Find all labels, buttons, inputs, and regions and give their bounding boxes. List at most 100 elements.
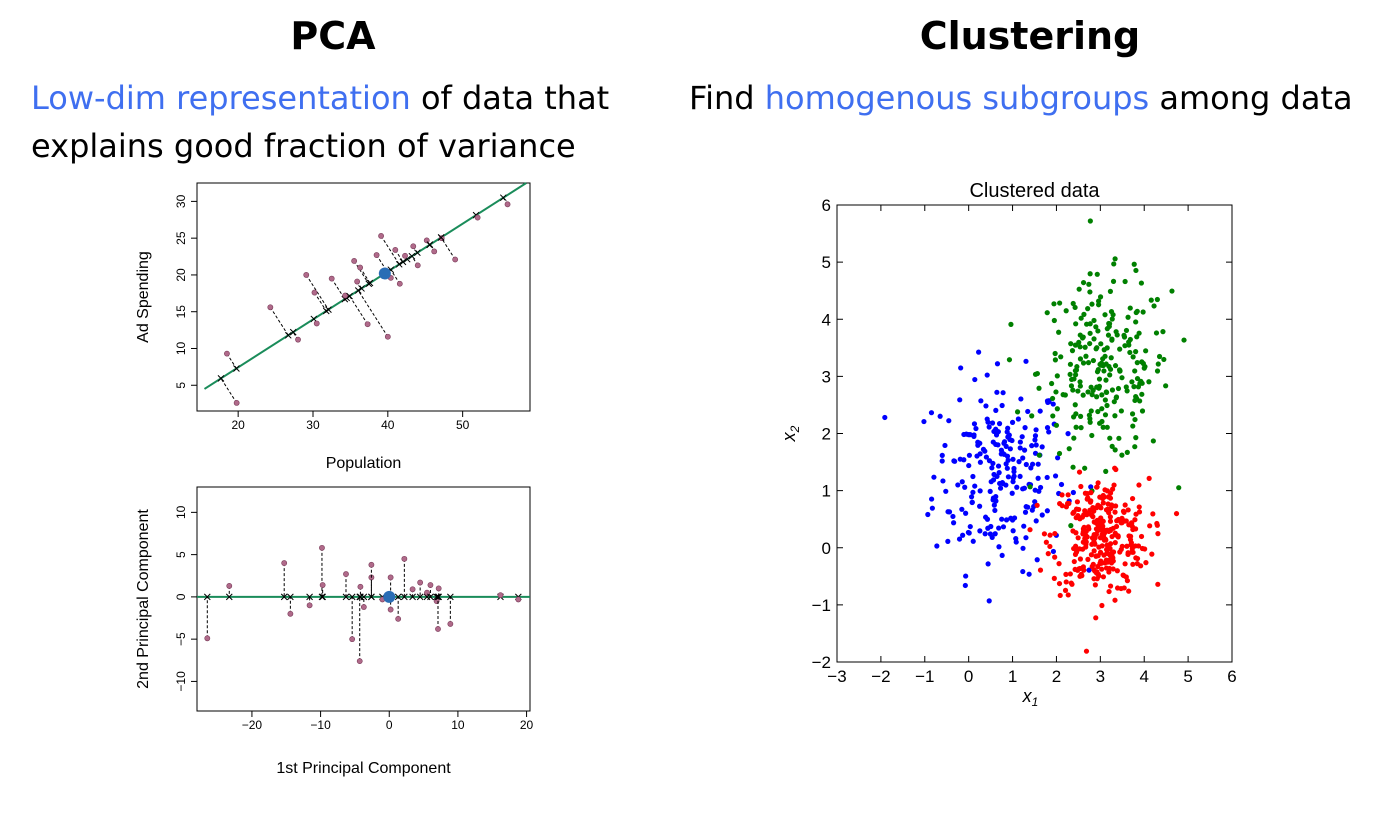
chart1-projection-mark xyxy=(366,279,374,287)
clustering-subtitle-post: among data xyxy=(1149,79,1353,117)
chart3-point-blue xyxy=(999,480,1005,486)
pca-heading: PCA xyxy=(290,14,376,58)
chart3-point-blue xyxy=(977,528,983,534)
chart3-point-green xyxy=(1124,449,1130,455)
chart2-projection-mark xyxy=(203,593,211,601)
chart2-projection-mark xyxy=(400,593,408,601)
chart3-point-green xyxy=(1051,301,1057,307)
chart3-point-blue xyxy=(1020,568,1026,575)
chart3-point-green xyxy=(1093,324,1099,330)
chart3-point-blue xyxy=(967,523,973,530)
chart3-point-green xyxy=(1104,402,1110,409)
chart2-point xyxy=(287,610,294,617)
chart3-point-red xyxy=(1082,536,1088,542)
chart3-point-blue xyxy=(882,414,888,421)
chart3-point-green xyxy=(1139,391,1145,397)
chart2-xtick-label: 0 xyxy=(386,718,393,732)
chart1-xtick-label: 20 xyxy=(231,418,245,432)
chart3-point-blue xyxy=(1033,442,1039,448)
chart3-point-red xyxy=(1108,526,1114,533)
chart3-point-green xyxy=(1044,310,1050,316)
chart3-point-blue xyxy=(1033,427,1039,433)
chart3-point-red xyxy=(1027,527,1033,533)
chart3-point-red xyxy=(1075,535,1081,541)
chart1-point xyxy=(224,350,230,357)
chart3-point-blue xyxy=(977,459,983,465)
chart1-point xyxy=(267,304,274,311)
chart2-xtick-label: 20 xyxy=(520,718,534,732)
chart3-point-green xyxy=(1124,388,1130,394)
chart3-ytick-label: 2 xyxy=(822,425,831,444)
chart3-point-blue xyxy=(974,453,980,459)
chart1-point xyxy=(410,243,417,250)
chart3-point-green xyxy=(1077,344,1083,350)
chart3-point-red xyxy=(1101,527,1107,533)
chart3-point-green xyxy=(1094,345,1100,351)
chart3-xtick-label: −1 xyxy=(915,667,934,686)
chart3-point-red xyxy=(1088,552,1095,558)
chart3-point-red xyxy=(1127,537,1134,543)
chart3-point-green xyxy=(1103,468,1109,474)
chart3-point-blue xyxy=(989,534,995,541)
chart3-point-green xyxy=(1104,424,1110,430)
chart3-point-red xyxy=(1155,581,1161,587)
chart3-point-green xyxy=(1075,388,1081,394)
chart3-point-green xyxy=(1129,411,1136,417)
chart3-point-green xyxy=(1087,289,1093,295)
chart3-point-green xyxy=(1094,394,1100,400)
chart3-point-green xyxy=(1102,397,1108,403)
chart3-ytick-label: 0 xyxy=(822,539,831,558)
chart3-point-blue xyxy=(1008,515,1014,521)
chart2-point xyxy=(357,583,364,590)
chart3-point-red xyxy=(1081,524,1087,530)
chart3-point-green xyxy=(1100,424,1106,430)
chart1-ytick-label: 25 xyxy=(174,231,188,245)
chart1-projection-mark xyxy=(414,249,421,257)
chart3-point-red xyxy=(1081,567,1087,573)
chart3-point-green xyxy=(1095,298,1102,304)
chart3-point-green xyxy=(1077,383,1083,389)
chart3-point-green xyxy=(1119,375,1125,381)
chart3-point-blue xyxy=(966,530,972,536)
chart3-point-red xyxy=(1099,566,1105,572)
chart3-point-blue xyxy=(995,442,1001,448)
chart2-xtick-label: −20 xyxy=(242,718,263,732)
chart3-point-green xyxy=(1087,419,1093,425)
chart3-point-blue xyxy=(994,389,1000,395)
chart3-point-red xyxy=(1107,541,1114,547)
chart3-point-blue xyxy=(989,465,995,471)
chart3-point-red xyxy=(1037,567,1044,573)
chart3-point-blue xyxy=(939,458,945,464)
chart3-point-green xyxy=(1076,286,1082,292)
chart1-point xyxy=(342,292,349,299)
chart3-point-green xyxy=(1137,398,1143,404)
chart3-point-blue xyxy=(929,496,935,502)
chart3-point-blue xyxy=(942,442,948,449)
chart3-point-green xyxy=(1087,321,1093,327)
chart2-point xyxy=(417,579,424,586)
chart3-point-green xyxy=(1071,414,1077,420)
chart1-point xyxy=(431,248,438,255)
chart3-point-blue xyxy=(1000,524,1007,530)
chart2-xtick-label: −10 xyxy=(310,718,331,732)
chart3-point-blue xyxy=(940,478,946,484)
chart3-point-blue xyxy=(999,516,1005,522)
chart3-point-red xyxy=(1100,500,1106,506)
pca-subtitle-line2: explains good fraction of variance xyxy=(31,127,576,165)
chart3-point-red xyxy=(1121,509,1127,515)
chart3-point-green xyxy=(1103,361,1109,367)
chart3-point-red xyxy=(1093,526,1100,532)
chart2-point xyxy=(401,555,408,562)
chart3-point-red xyxy=(1074,499,1081,505)
chart1-projection-mark xyxy=(289,328,297,336)
chart1-projection xyxy=(269,307,289,336)
chart3-point-blue xyxy=(1016,459,1022,465)
chart3-point-green xyxy=(1103,389,1109,395)
chart3-point-blue xyxy=(955,482,961,488)
chart3-point-red xyxy=(1059,492,1065,498)
chart3-point-green xyxy=(1102,412,1109,418)
chart3-point-red xyxy=(1067,571,1073,577)
chart3-point-blue xyxy=(1032,433,1039,439)
chart3-point-green xyxy=(1108,355,1114,361)
